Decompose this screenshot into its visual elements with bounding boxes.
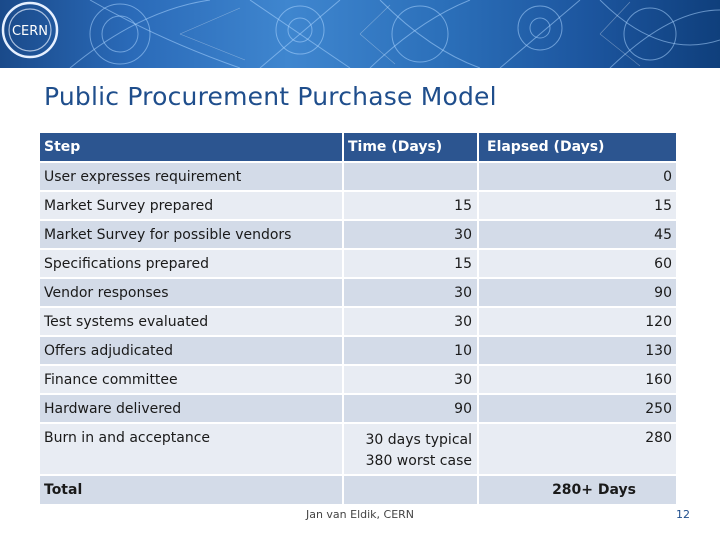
step-cell: Market Survey prepared	[40, 190, 344, 219]
header-elapsed: Elapsed (Days)	[479, 133, 678, 161]
elapsed-cell: 160	[479, 364, 678, 393]
step-cell: Burn in and acceptance	[40, 422, 344, 474]
page-number: 12	[676, 508, 690, 521]
elapsed-cell: 60	[479, 248, 678, 277]
cern-logo: CERN	[1, 1, 59, 59]
step-cell: User expresses requirement	[40, 161, 344, 190]
table-row: Vendor responses 30 90	[40, 277, 678, 306]
time-cell: 15	[344, 248, 479, 277]
elapsed-cell: 120	[479, 306, 678, 335]
time-typical: 30 days typical	[365, 432, 472, 448]
elapsed-cell: 45	[479, 219, 678, 248]
header-banner: CERN	[0, 0, 720, 68]
table-row: User expresses requirement 0	[40, 161, 678, 190]
time-cell	[344, 161, 479, 190]
total-row: Total 280+ Days	[40, 474, 678, 504]
procurement-table: Step Time (Days) Elapsed (Days) User exp…	[40, 133, 678, 504]
table-row: Hardware delivered 90 250	[40, 393, 678, 422]
step-cell: Offers adjudicated	[40, 335, 344, 364]
table-row: Market Survey for possible vendors 30 45	[40, 219, 678, 248]
table-row: Test systems evaluated 30 120	[40, 306, 678, 335]
time-cell: 30	[344, 219, 479, 248]
time-cell: 30 days typical 380 worst case	[344, 422, 479, 474]
elapsed-cell: 90	[479, 277, 678, 306]
elapsed-cell: 250	[479, 393, 678, 422]
header-step: Step	[40, 133, 344, 161]
time-cell: 30	[344, 364, 479, 393]
step-cell: Market Survey for possible vendors	[40, 219, 344, 248]
table-row: Offers adjudicated 10 130	[40, 335, 678, 364]
table-row: Specifications prepared 15 60	[40, 248, 678, 277]
total-label: Total	[40, 474, 344, 504]
table-header-row: Step Time (Days) Elapsed (Days)	[40, 133, 678, 161]
time-cell: 30	[344, 306, 479, 335]
step-cell: Specifications prepared	[40, 248, 344, 277]
time-cell: 15	[344, 190, 479, 219]
step-cell: Vendor responses	[40, 277, 344, 306]
svg-text:CERN: CERN	[12, 24, 48, 39]
total-time	[344, 474, 479, 504]
table-row: Burn in and acceptance 30 days typical 3…	[40, 422, 678, 474]
particle-tracks-graphic	[69, 0, 720, 68]
total-elapsed: 280+ Days	[479, 474, 678, 504]
table-row: Finance committee 30 160	[40, 364, 678, 393]
elapsed-cell: 0	[479, 161, 678, 190]
header-time: Time (Days)	[344, 133, 479, 161]
step-cell: Hardware delivered	[40, 393, 344, 422]
time-cell: 10	[344, 335, 479, 364]
table-row: Market Survey prepared 15 15	[40, 190, 678, 219]
time-cell: 90	[344, 393, 479, 422]
step-cell: Test systems evaluated	[40, 306, 344, 335]
time-cell: 30	[344, 277, 479, 306]
page-title: Public Procurement Purchase Model	[44, 82, 497, 111]
step-cell: Finance committee	[40, 364, 344, 393]
time-worst-case: 380 worst case	[365, 453, 472, 469]
elapsed-cell: 15	[479, 190, 678, 219]
elapsed-cell: 280	[479, 422, 678, 474]
footer-author: Jan van Eldik, CERN	[305, 508, 415, 521]
elapsed-cell: 130	[479, 335, 678, 364]
